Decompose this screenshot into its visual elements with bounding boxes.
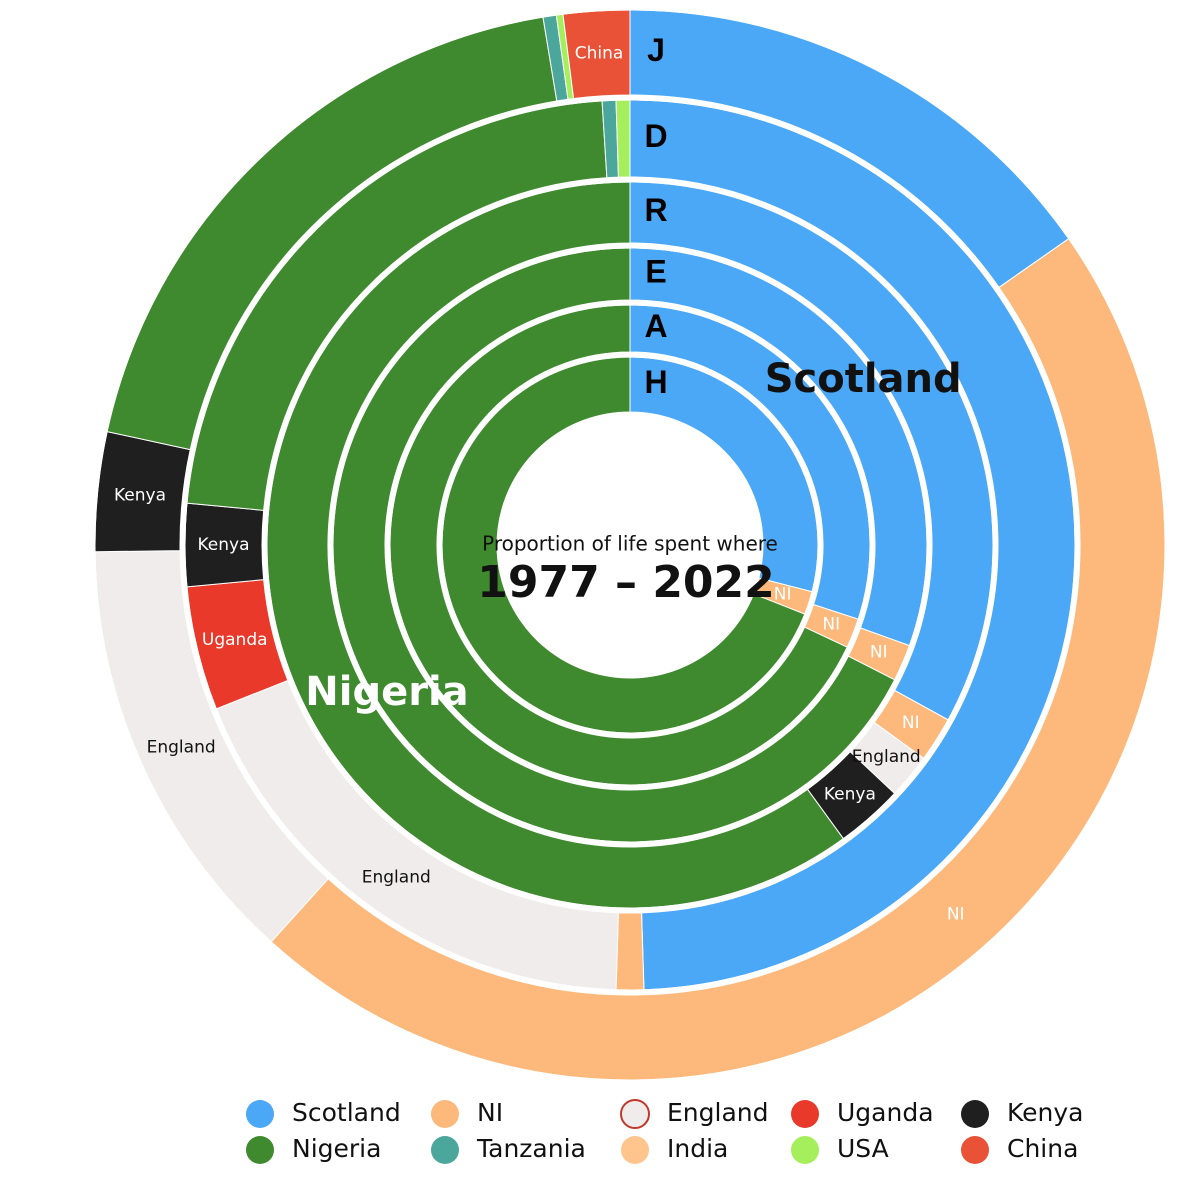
ring-gap [385,300,875,790]
ring-label: H [644,364,667,400]
legend: Scotland NI England Uganda Kenya Nigeria Tanza… [246,1098,1084,1164]
ring-label: D [644,118,667,154]
segment-label: England [147,738,216,758]
segment-label: Kenya [197,535,249,555]
segment-label: NI [902,713,920,733]
legend-label: China [1007,1134,1078,1163]
ring-label: E [645,253,666,289]
rings [90,5,1170,1085]
segment-label: NI [870,643,888,663]
legend-swatch [961,1136,989,1164]
legend-label: Tanzania [476,1134,586,1163]
legend-swatch [431,1136,459,1164]
series-label: Nigeria [305,669,468,715]
series-label: Scotland [765,356,962,402]
segment [615,912,645,991]
legend-swatch [791,1100,819,1128]
ring-label: J [647,32,665,68]
ring-gap [90,5,1170,1085]
legend-swatch [791,1136,819,1164]
legend-swatch [246,1136,274,1164]
segment-label: Kenya [824,784,876,804]
legend-swatch [620,1099,650,1129]
ring-gap [262,177,998,913]
legend-label: Nigeria [292,1134,381,1163]
legend-swatch [431,1100,459,1128]
segment-label: NI [822,615,840,635]
labels: NI England Kenya China England Uganda Kenya NI E… [114,32,965,924]
ring-label: A [644,308,667,344]
segment-label: England [852,747,921,767]
segment-label: NI [947,904,965,924]
chart-title: Proportion of life spent where [482,532,778,556]
legend-label: India [667,1134,728,1163]
ring-gap [437,352,823,738]
legend-swatch [246,1100,274,1128]
legend-swatch [961,1100,989,1128]
ring-gap [328,243,932,847]
segment [615,99,631,178]
legend-label: Uganda [837,1098,934,1127]
legend-label: England [667,1098,769,1127]
segment-label: NI [774,585,792,605]
ring-gap [180,95,1080,995]
chart-subtitle: 1977 – 2022 [477,557,775,608]
legend-label: NI [477,1098,503,1127]
segment-label: China [575,43,624,63]
legend-label: USA [837,1134,889,1163]
legend-swatch [621,1136,649,1164]
legend-label: Scotland [292,1098,401,1127]
segment-label: Uganda [202,630,268,650]
segment-label: Kenya [114,486,166,506]
ring-label: R [644,192,667,228]
segment-label: England [362,868,431,888]
legend-label: Kenya [1007,1098,1084,1127]
